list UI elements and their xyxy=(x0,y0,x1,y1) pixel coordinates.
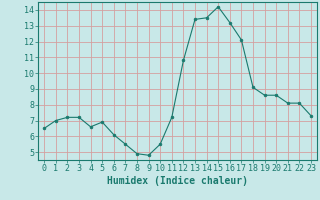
X-axis label: Humidex (Indice chaleur): Humidex (Indice chaleur) xyxy=(107,176,248,186)
